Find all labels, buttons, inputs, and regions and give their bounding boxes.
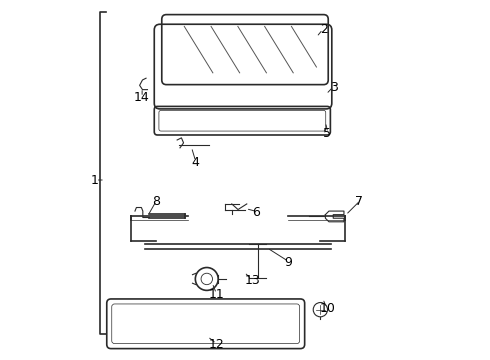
Text: 3: 3 — [330, 81, 338, 94]
Text: 9: 9 — [284, 256, 292, 269]
Text: 6: 6 — [252, 206, 260, 219]
Text: 10: 10 — [319, 302, 335, 315]
Text: 8: 8 — [152, 195, 160, 208]
Text: 11: 11 — [209, 288, 224, 301]
Text: 5: 5 — [323, 127, 331, 140]
Text: 2: 2 — [319, 23, 327, 36]
Text: 1: 1 — [91, 174, 99, 186]
Text: 4: 4 — [191, 156, 199, 168]
Text: 12: 12 — [209, 338, 224, 351]
Text: 7: 7 — [355, 195, 363, 208]
Text: 13: 13 — [245, 274, 260, 287]
Text: 14: 14 — [134, 91, 149, 104]
